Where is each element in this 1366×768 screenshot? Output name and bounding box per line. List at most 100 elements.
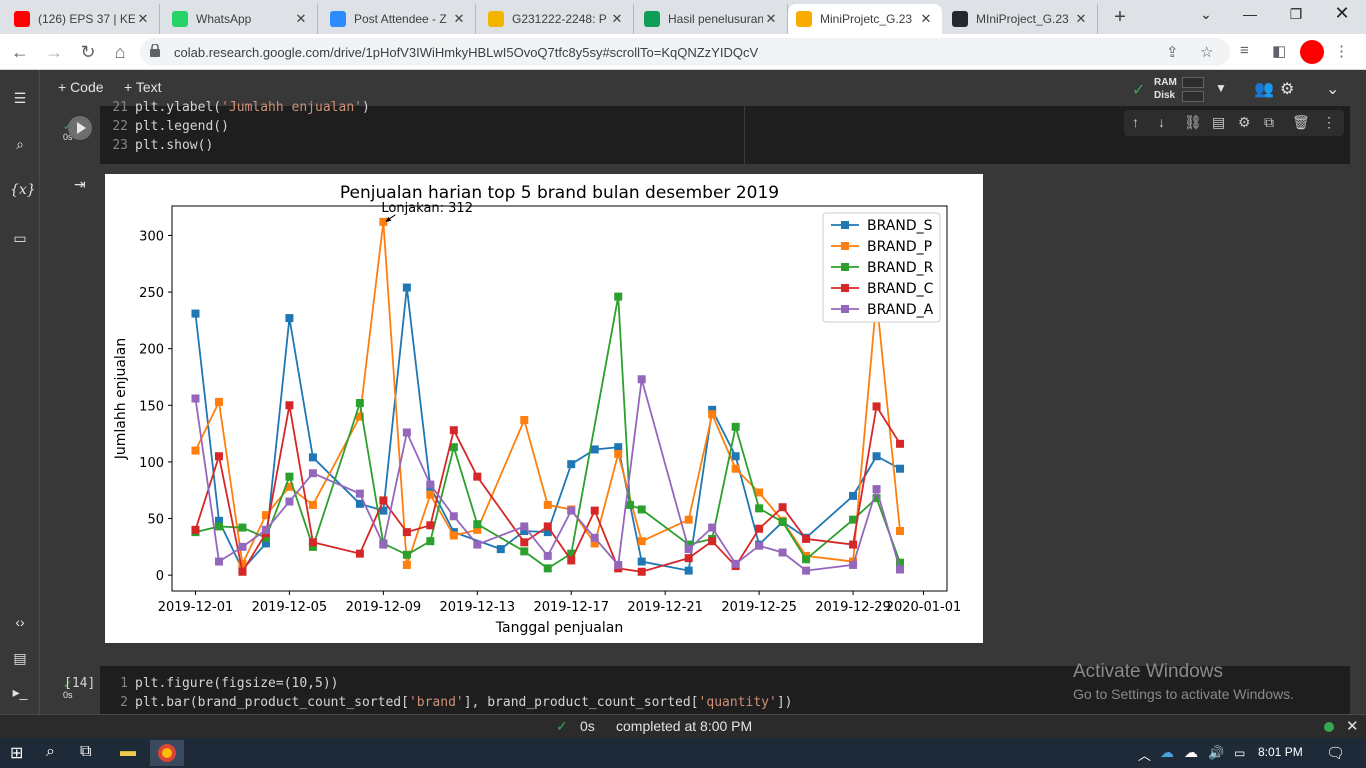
terminal-icon[interactable]: ▸_ [12, 684, 28, 700]
taskbar-clock[interactable]: 8:01 PM [1258, 745, 1303, 759]
more-options-icon[interactable]: ⋮ [1322, 114, 1336, 130]
minimize-icon[interactable]: — [1243, 6, 1257, 22]
add-text-button[interactable]: + Text [124, 79, 162, 95]
file-explorer-icon[interactable]: ▬ [120, 743, 136, 760]
browser-menu-icon[interactable]: ⋮ [1334, 43, 1349, 60]
command-palette-icon[interactable]: ▤ [13, 650, 27, 666]
x-tick-label: 2019-12-17 [533, 600, 609, 615]
forward-icon[interactable]: → [45, 42, 63, 62]
ram-disk-indicator[interactable]: ✓ RAM Disk [1130, 74, 1212, 104]
close-tab-icon[interactable]: ✕ [611, 11, 623, 26]
github-icon [952, 11, 968, 27]
table-of-contents-icon[interactable]: ☰ [13, 90, 27, 106]
x-tick-label: 2019-12-29 [815, 600, 891, 615]
move-down-icon[interactable]: ↓ [1158, 114, 1165, 130]
browser-tab[interactable]: MIniProject_G.23 ✕ [944, 4, 1098, 34]
y-axis-label: Jumlahh enjualan [113, 338, 129, 460]
run-cell-button[interactable] [68, 116, 92, 140]
reading-list-icon[interactable]: ≡ [1240, 42, 1249, 59]
data-point [731, 464, 740, 473]
data-point [755, 504, 764, 513]
data-point [567, 556, 576, 565]
legend-swatch-marker [841, 305, 849, 313]
mirror-cell-icon[interactable]: ⧉ [1264, 114, 1274, 130]
search-icon[interactable]: ⌕ [16, 136, 24, 152]
data-point [238, 542, 247, 551]
data-point [308, 542, 317, 551]
tray-chevron-icon[interactable]: ︿ [1138, 748, 1152, 763]
battery-icon[interactable]: ▭ [1234, 746, 1246, 760]
data-point [637, 505, 646, 514]
move-up-icon[interactable]: ↑ [1132, 114, 1139, 130]
output-actions-icon[interactable]: ⇥ [74, 176, 86, 192]
close-tab-icon[interactable]: ✕ [295, 11, 307, 26]
data-point [778, 548, 787, 557]
add-code-button[interactable]: + Code [58, 79, 104, 95]
new-tab-button[interactable]: + [1114, 6, 1126, 28]
code-snippets-icon[interactable]: ‹› [15, 614, 25, 630]
g-icon [488, 11, 504, 27]
address-bar[interactable]: colab.research.google.com/drive/1pHofV3I… [140, 38, 1230, 66]
ram-label: RAM [1154, 77, 1177, 88]
browser-tab[interactable]: G231222-2248: P ✕ [480, 4, 634, 34]
code-editor[interactable]: [14] 1 plt.figure(figsize=(10,5)) 2 plt.ba… [64, 666, 1350, 716]
data-point [402, 428, 411, 437]
onedrive-icon[interactable]: ☁ [1160, 744, 1174, 760]
tab-title: (126) EPS 37 | KES [38, 12, 135, 26]
share-people-icon[interactable]: 👥 [1254, 81, 1274, 98]
reload-icon[interactable]: ↻ [80, 42, 96, 62]
bookmark-star-icon[interactable]: ☆ [1200, 44, 1214, 61]
variables-icon[interactable]: {x} [10, 182, 36, 198]
close-tab-icon[interactable]: ✕ [920, 11, 932, 26]
restore-icon[interactable]: ❐ [1289, 6, 1303, 22]
data-point [214, 522, 223, 531]
windows-start-icon[interactable]: ⊞ [10, 745, 24, 762]
data-point [896, 439, 905, 448]
share-icon[interactable]: ⇪ [1166, 44, 1179, 61]
tab-title: Post Attendee - Z [354, 12, 447, 26]
comment-icon[interactable]: ▤ [1212, 114, 1226, 130]
browser-tab[interactable]: Hasil penelusuran ✕ [636, 4, 788, 34]
cloud-icon[interactable]: ☁ [1184, 744, 1198, 760]
plot-frame [171, 205, 948, 592]
tab-search-icon[interactable]: ⌄ [1200, 6, 1212, 22]
link-icon[interactable]: ⛓ [1184, 114, 1202, 130]
home-icon[interactable]: ⌂ [114, 42, 126, 62]
files-folder-icon[interactable]: ▭ [13, 230, 27, 246]
data-point [520, 522, 529, 531]
data-point [872, 494, 881, 503]
x-tick-label: 2019-12-21 [627, 600, 703, 615]
side-panel-icon[interactable]: ◧ [1272, 43, 1287, 60]
collapse-header-icon[interactable]: ⌄ [1326, 81, 1340, 98]
tab-title: WhatsApp [196, 12, 252, 26]
browser-tab[interactable]: (126) EPS 37 | KES ✕ [6, 4, 160, 34]
data-point [308, 469, 317, 478]
legend-swatch-marker [841, 242, 849, 250]
code-editor[interactable]: 21 plt.ylabel('Jumlahh enjualan') 22 plt.l… [100, 100, 1350, 164]
browser-tab[interactable]: WhatsApp ✕ [164, 4, 318, 34]
close-tab-icon[interactable]: ✕ [1075, 11, 1087, 26]
runtime-dropdown-icon[interactable]: ▼ [1215, 81, 1227, 95]
close-tab-icon[interactable]: ✕ [765, 11, 777, 26]
chrome-taskbar-icon[interactable] [150, 740, 184, 766]
close-tab-icon[interactable]: ✕ [137, 11, 149, 26]
settings-gear-icon[interactable]: ⚙ [1280, 81, 1295, 98]
browser-tab[interactable]: Post Attendee - Z ✕ [322, 4, 476, 34]
data-point [708, 537, 717, 546]
close-window-icon[interactable]: ✕ [1334, 3, 1350, 23]
notifications-icon[interactable]: 🗨 [1326, 745, 1346, 762]
profile-avatar[interactable] [1300, 40, 1324, 64]
taskbar-search-icon[interactable]: ⌕ [46, 743, 55, 760]
task-view-icon[interactable]: ⧉ [80, 743, 92, 760]
back-icon[interactable]: ← [11, 42, 29, 62]
browser-tab[interactable]: MiniProjetc_G.23 ✕ [788, 4, 942, 34]
data-point [755, 541, 764, 550]
volume-icon[interactable]: 🔊 [1208, 745, 1225, 760]
data-point [402, 560, 411, 569]
cell-settings-icon[interactable]: ⚙ [1238, 114, 1251, 130]
close-tab-icon[interactable]: ✕ [453, 11, 465, 26]
delete-icon[interactable]: 🗑 [1292, 114, 1310, 130]
close-status-icon[interactable]: ✕ [1346, 718, 1359, 735]
data-point [520, 538, 529, 547]
